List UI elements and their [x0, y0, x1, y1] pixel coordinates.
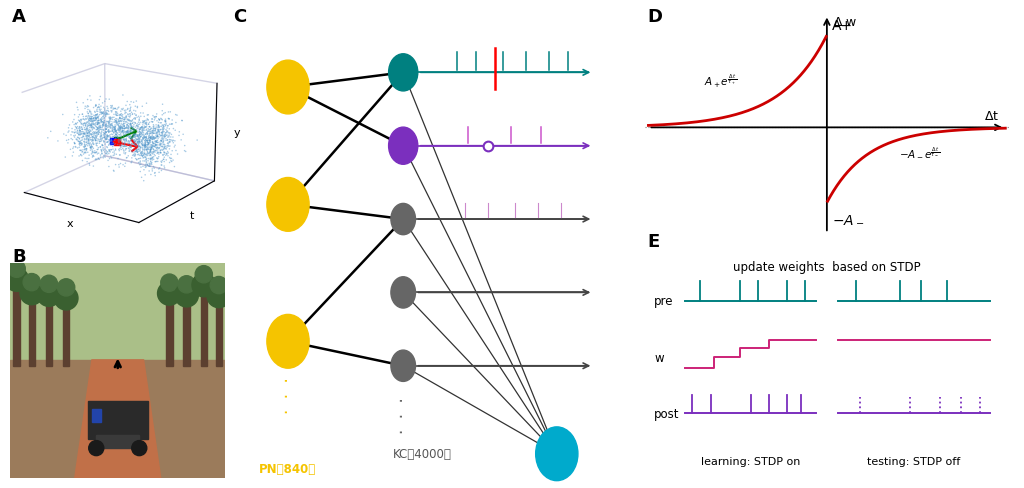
Circle shape	[267, 61, 309, 115]
Text: learning: STDP on: learning: STDP on	[700, 456, 800, 466]
Bar	[46, 304, 52, 366]
Circle shape	[54, 287, 78, 310]
Circle shape	[391, 277, 416, 308]
Circle shape	[210, 277, 227, 294]
Text: $-A_-e^{\frac{\Delta t}{\tau_-}}$: $-A_-e^{\frac{\Delta t}{\tau_-}}$	[899, 145, 940, 159]
Bar	[183, 304, 189, 366]
Text: update weights  based on STDP: update weights based on STDP	[733, 260, 921, 273]
Text: w: w	[654, 351, 664, 364]
Text: post: post	[654, 407, 680, 420]
Text: PN（840）: PN（840）	[259, 462, 316, 475]
Circle shape	[267, 178, 309, 232]
Y-axis label: t: t	[189, 211, 194, 221]
Bar	[96, 435, 139, 448]
Text: ·  ·  ·: · · ·	[279, 377, 297, 414]
Circle shape	[5, 268, 29, 292]
Polygon shape	[75, 360, 161, 478]
Text: D: D	[647, 8, 663, 26]
Text: KC（4000）: KC（4000）	[393, 447, 452, 460]
Circle shape	[389, 55, 418, 92]
Circle shape	[8, 261, 26, 278]
Circle shape	[196, 266, 212, 283]
Bar	[13, 288, 19, 366]
Text: C: C	[233, 8, 247, 26]
Text: testing: STDP off: testing: STDP off	[867, 456, 961, 466]
Circle shape	[207, 285, 230, 308]
Bar	[92, 409, 100, 423]
Bar	[216, 305, 222, 366]
Circle shape	[132, 441, 146, 456]
Circle shape	[19, 282, 44, 305]
Bar	[29, 302, 35, 366]
Text: $-A_-$: $-A_-$	[831, 211, 864, 225]
Bar	[88, 401, 147, 440]
Circle shape	[57, 279, 75, 296]
Circle shape	[89, 441, 103, 456]
Circle shape	[178, 276, 196, 293]
Circle shape	[175, 284, 199, 307]
Circle shape	[267, 315, 309, 368]
Circle shape	[158, 282, 181, 305]
Text: pre: pre	[654, 295, 674, 308]
Text: $A_+e^{\frac{\Delta t}{\tau_+}}$: $A_+e^{\frac{\Delta t}{\tau_+}}$	[705, 72, 737, 90]
Bar	[166, 303, 173, 366]
Text: $\Delta$t: $\Delta$t	[983, 110, 998, 123]
Circle shape	[391, 204, 416, 235]
Bar	[10, 264, 225, 360]
Circle shape	[40, 276, 57, 293]
Bar	[10, 360, 225, 478]
Bar	[201, 294, 207, 366]
Bar	[62, 307, 70, 366]
Text: ·  ·  ·: · · ·	[394, 396, 413, 433]
Circle shape	[191, 274, 216, 297]
Circle shape	[161, 274, 178, 292]
Circle shape	[391, 350, 416, 382]
Text: $\Delta$ w: $\Delta$ w	[833, 16, 857, 29]
Circle shape	[389, 128, 418, 165]
X-axis label: x: x	[67, 219, 74, 228]
Circle shape	[24, 274, 40, 291]
Text: E: E	[647, 232, 659, 250]
Circle shape	[536, 427, 578, 481]
Text: B: B	[12, 247, 26, 265]
Text: A+: A+	[831, 19, 853, 33]
Circle shape	[37, 283, 60, 307]
Text: A: A	[12, 8, 27, 26]
